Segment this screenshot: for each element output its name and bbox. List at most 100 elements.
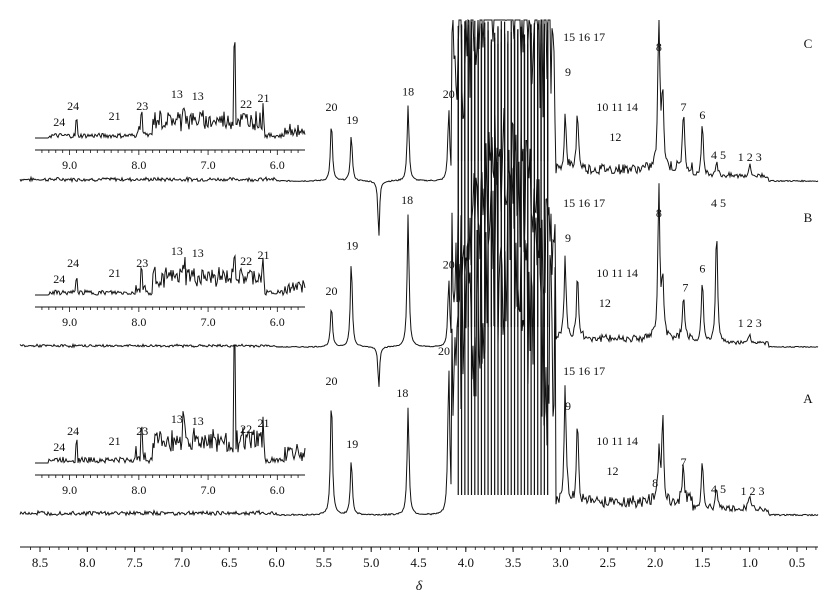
x-tick-label: 6.5	[221, 555, 237, 570]
peak-label: 19	[346, 239, 358, 253]
inset-peak-label: 21	[109, 266, 121, 280]
x-tick-label: 3.0	[552, 555, 568, 570]
x-tick-label: 1.5	[694, 555, 710, 570]
spectrum-a: A 20 19 18 20 15 16 17 9 10 11 14 12 8 7 4 5 1 2 3 9.…	[19, 20, 819, 517]
peak-label: 15 16 17	[563, 30, 605, 44]
spectrum-c: C 20 19 18 20 15 16 17 9 10 11 14 12 8 76 4 5 1 2 3 9…	[19, 19, 819, 236]
x-tick-label: 2.0	[647, 555, 663, 570]
peak-label: 15 16 17	[563, 196, 605, 210]
x-tick-label: 5.0	[363, 555, 379, 570]
inset-tick-label: 6.0	[270, 158, 285, 172]
peak-label: 10 11 14	[596, 266, 638, 280]
peak-label: 20	[325, 374, 337, 388]
inset-peak-label: 23	[136, 256, 148, 270]
peak-label: 18	[402, 85, 414, 99]
peak-label: 18	[401, 193, 413, 207]
inset-peak-label: 13	[171, 244, 183, 258]
inset-trace	[35, 42, 306, 140]
peak-label: 12	[599, 296, 611, 310]
x-axis-label: δ	[416, 579, 423, 594]
inset-peak-label: 24	[67, 424, 79, 438]
inset-tick-label: 7.0	[201, 315, 216, 329]
x-tick-group: 8.5 8.0 7.5 7.0 6.5 6.0 5.5 5.0 4.5 4.0 3.5 3.0 2.5 2…	[30, 547, 817, 570]
inset-peak-label: 22	[240, 422, 252, 436]
inset-tick-label: 7.0	[201, 483, 216, 497]
inset-peak-label: 21	[109, 434, 121, 448]
inset-peak-label: 21	[109, 109, 121, 123]
peak-label: 19	[346, 113, 358, 127]
inset-peak-label: 21	[257, 91, 269, 105]
peak-label: 9	[565, 399, 571, 413]
x-tick-label: 1.0	[742, 555, 758, 570]
inset-peak-label: 13	[171, 412, 183, 426]
inset-trace	[35, 254, 306, 297]
inset-peak-label: 22	[240, 254, 252, 268]
inset-peak-label: 23	[136, 99, 148, 113]
inset-tick-label: 7.0	[201, 158, 216, 172]
x-tick-label: 7.0	[174, 555, 190, 570]
inset-trace	[35, 344, 306, 465]
spectrum-tag: A	[803, 391, 813, 406]
peak-label: 4 5	[711, 148, 726, 162]
peak-label: 8	[652, 476, 658, 490]
inset-peak-label: 24	[53, 440, 65, 454]
peak-label: 12	[606, 464, 618, 478]
inset-peak-label: 21	[257, 416, 269, 430]
peak-label: 9	[565, 65, 571, 79]
peak-label: 1 2 3	[738, 150, 762, 164]
spectrum-trace	[19, 107, 819, 387]
peak-label: 1 2 3	[741, 484, 765, 498]
peak-label: 9	[565, 231, 571, 245]
spectrum-trace	[19, 19, 819, 236]
peak-label: 10 11 14	[596, 434, 638, 448]
peak-label: 7	[680, 100, 686, 114]
inset-tick-label: 9.0	[62, 158, 77, 172]
inset-peak-label: 23	[136, 424, 148, 438]
x-tick-label: 8.0	[79, 555, 95, 570]
axis-group: 8.5 8.0 7.5 7.0 6.5 6.0 5.5 5.0 4.5 4.0 3.5 3.0 2.5 2…	[20, 546, 818, 594]
x-tick-label: 5.5	[316, 555, 332, 570]
peak-label: 15 16 17	[563, 364, 605, 378]
x-tick-label: 7.5	[127, 555, 143, 570]
peak-label: 6	[699, 261, 705, 275]
inset-tick-label: 8.0	[131, 158, 146, 172]
inset-peak-label: 13	[171, 87, 183, 101]
inset-tick-label: 9.0	[62, 315, 77, 329]
peak-label: 6	[699, 108, 705, 122]
inset-peak-label: 13	[192, 246, 204, 260]
inset-tick-label: 6.0	[270, 315, 285, 329]
peak-label: 7	[680, 455, 686, 469]
peak-label: 20	[325, 284, 337, 298]
x-tick-label: 4.5	[410, 555, 426, 570]
peak-label: 7	[682, 280, 688, 294]
x-tick-label: 8.5	[32, 555, 48, 570]
spectrum-tag: C	[804, 36, 813, 51]
x-tick-label: 2.5	[600, 555, 616, 570]
inset-peak-label: 24	[53, 272, 65, 286]
inset-peak-label: 13	[192, 414, 204, 428]
spectrum-tag: B	[804, 210, 813, 225]
peak-label: 4 5	[711, 196, 726, 210]
inset-tick-label: 8.0	[131, 315, 146, 329]
inset-peak-label: 13	[192, 89, 204, 103]
inset-peak-label: 21	[257, 248, 269, 262]
peak-label: 12	[609, 130, 621, 144]
peak-label: 1 2 3	[738, 316, 762, 330]
inset-peak-label: 24	[53, 115, 65, 129]
peak-label: 20	[443, 258, 455, 272]
peak-label: 19	[346, 437, 358, 451]
inset-tick-label: 9.0	[62, 483, 77, 497]
x-tick-label: 6.0	[268, 555, 284, 570]
x-tick-label: 0.5	[789, 555, 805, 570]
x-tick-label: 3.5	[505, 555, 521, 570]
peak-label: 8	[656, 206, 662, 220]
peak-label: 20	[443, 87, 455, 101]
peak-label: 10 11 14	[596, 100, 638, 114]
inset-tick-label: 6.0	[270, 483, 285, 497]
inset-peak-label: 22	[240, 97, 252, 111]
